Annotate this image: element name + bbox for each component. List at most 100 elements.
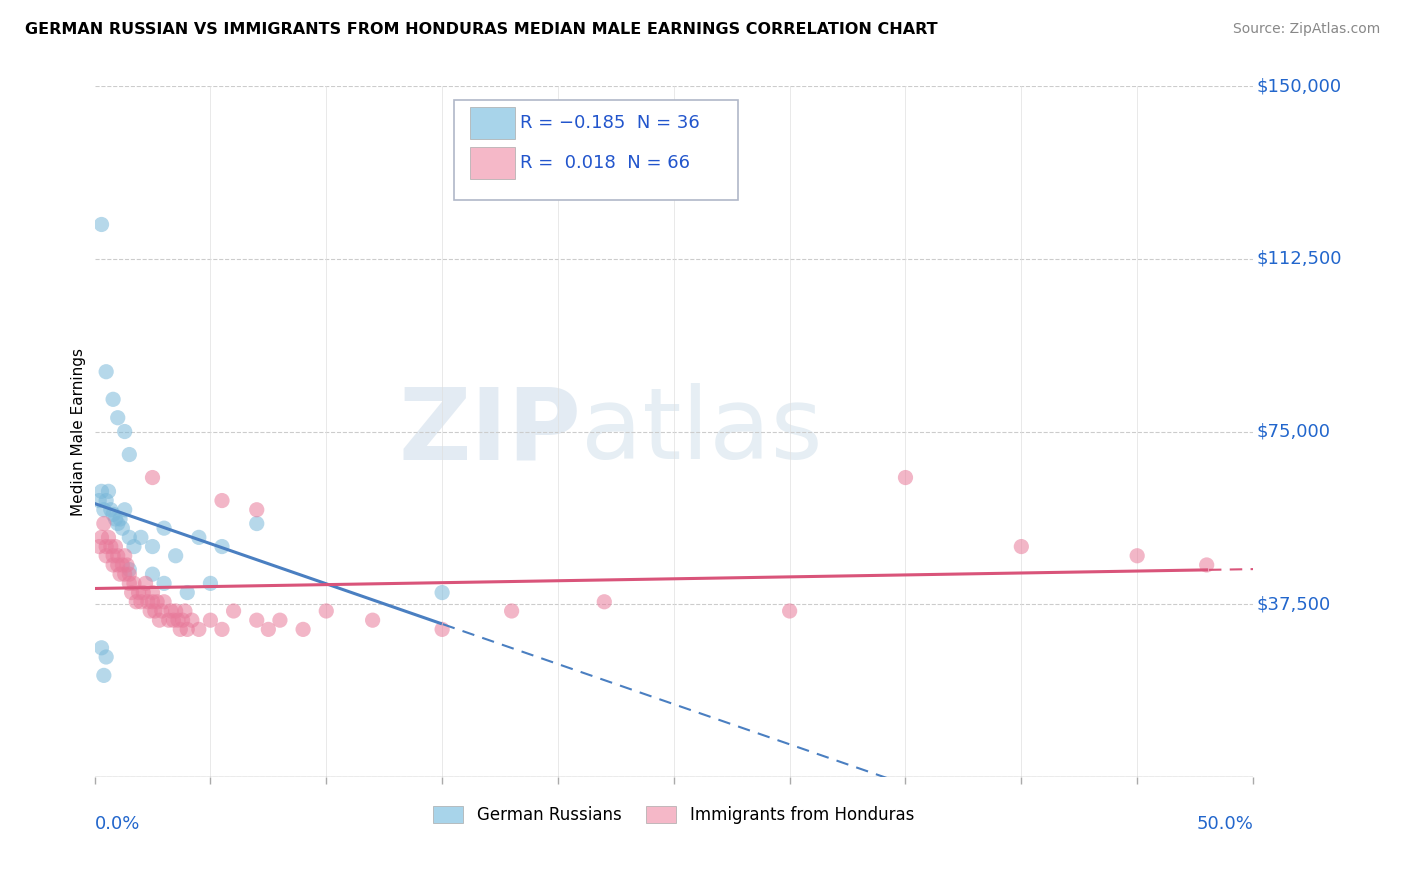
Point bbox=[90, 640, 112, 655]
FancyBboxPatch shape bbox=[454, 100, 738, 201]
Point bbox=[135, 576, 157, 591]
Point bbox=[246, 516, 269, 531]
Point bbox=[107, 558, 129, 572]
Text: 0.0%: 0.0% bbox=[94, 814, 141, 832]
Point bbox=[141, 585, 163, 599]
Point bbox=[187, 530, 209, 544]
FancyBboxPatch shape bbox=[470, 107, 515, 139]
Point bbox=[100, 502, 122, 516]
Point bbox=[165, 549, 187, 563]
Point bbox=[121, 585, 143, 599]
Point bbox=[136, 595, 159, 609]
Point bbox=[129, 530, 152, 544]
Point bbox=[141, 540, 163, 554]
Point bbox=[118, 563, 141, 577]
Point bbox=[430, 585, 453, 599]
Point bbox=[1010, 540, 1032, 554]
Point bbox=[153, 576, 176, 591]
Text: atlas: atlas bbox=[581, 383, 823, 480]
Point bbox=[894, 470, 917, 484]
Point bbox=[361, 613, 384, 627]
Point bbox=[141, 470, 163, 484]
Point bbox=[257, 623, 280, 637]
Point bbox=[501, 604, 523, 618]
Point bbox=[114, 425, 136, 439]
Point bbox=[141, 595, 163, 609]
Point bbox=[107, 516, 129, 531]
Point bbox=[246, 613, 269, 627]
Point bbox=[96, 540, 118, 554]
Point bbox=[157, 613, 180, 627]
Point bbox=[180, 613, 202, 627]
Point bbox=[118, 530, 141, 544]
Point bbox=[96, 549, 118, 563]
Point bbox=[122, 576, 145, 591]
Text: Source: ZipAtlas.com: Source: ZipAtlas.com bbox=[1233, 22, 1381, 37]
Point bbox=[108, 567, 131, 582]
Point bbox=[107, 549, 129, 563]
Point bbox=[148, 613, 170, 627]
Point bbox=[200, 613, 222, 627]
Point bbox=[141, 567, 163, 582]
Text: $37,500: $37,500 bbox=[1257, 595, 1330, 613]
Point bbox=[779, 604, 801, 618]
Text: R = −0.185  N = 36: R = −0.185 N = 36 bbox=[520, 114, 699, 132]
Point bbox=[118, 448, 141, 462]
Point bbox=[153, 521, 176, 535]
Point bbox=[96, 493, 118, 508]
Point bbox=[111, 558, 134, 572]
Text: ZIP: ZIP bbox=[398, 383, 581, 480]
Point bbox=[118, 567, 141, 582]
Point bbox=[122, 540, 145, 554]
Point bbox=[107, 410, 129, 425]
Point bbox=[118, 576, 141, 591]
Point bbox=[90, 530, 112, 544]
Point bbox=[160, 604, 183, 618]
Point bbox=[169, 623, 191, 637]
Point bbox=[108, 512, 131, 526]
Point bbox=[167, 613, 190, 627]
Point bbox=[292, 623, 315, 637]
Point bbox=[93, 502, 115, 516]
Point bbox=[104, 512, 127, 526]
Point bbox=[162, 613, 184, 627]
Point bbox=[96, 650, 118, 665]
Text: $112,500: $112,500 bbox=[1257, 250, 1341, 268]
Point bbox=[93, 668, 115, 682]
Point bbox=[89, 540, 111, 554]
Text: $150,000: $150,000 bbox=[1257, 78, 1341, 95]
Point bbox=[222, 604, 245, 618]
Point bbox=[172, 613, 194, 627]
Point bbox=[101, 549, 124, 563]
Legend: German Russians, Immigrants from Honduras: German Russians, Immigrants from Hondura… bbox=[427, 799, 921, 830]
Point bbox=[165, 604, 187, 618]
FancyBboxPatch shape bbox=[470, 147, 515, 179]
Point bbox=[129, 595, 152, 609]
Point bbox=[90, 218, 112, 232]
Point bbox=[97, 484, 120, 499]
Point bbox=[125, 595, 148, 609]
Point bbox=[430, 623, 453, 637]
Text: R =  0.018  N = 66: R = 0.018 N = 66 bbox=[520, 154, 690, 172]
Point bbox=[146, 595, 169, 609]
Text: 50.0%: 50.0% bbox=[1197, 814, 1253, 832]
Point bbox=[153, 595, 176, 609]
Point bbox=[174, 604, 197, 618]
Point bbox=[101, 392, 124, 407]
Text: $75,000: $75,000 bbox=[1257, 423, 1330, 441]
Point bbox=[114, 502, 136, 516]
Point bbox=[115, 558, 138, 572]
Point bbox=[211, 623, 233, 637]
Point bbox=[1195, 558, 1218, 572]
Y-axis label: Median Male Earnings: Median Male Earnings bbox=[72, 348, 86, 516]
Point bbox=[96, 365, 118, 379]
Point bbox=[101, 508, 124, 522]
Point bbox=[101, 558, 124, 572]
Point bbox=[89, 493, 111, 508]
Point bbox=[93, 516, 115, 531]
Point bbox=[176, 585, 198, 599]
Point bbox=[187, 623, 209, 637]
Point bbox=[114, 549, 136, 563]
Point bbox=[211, 493, 233, 508]
Point bbox=[143, 604, 166, 618]
